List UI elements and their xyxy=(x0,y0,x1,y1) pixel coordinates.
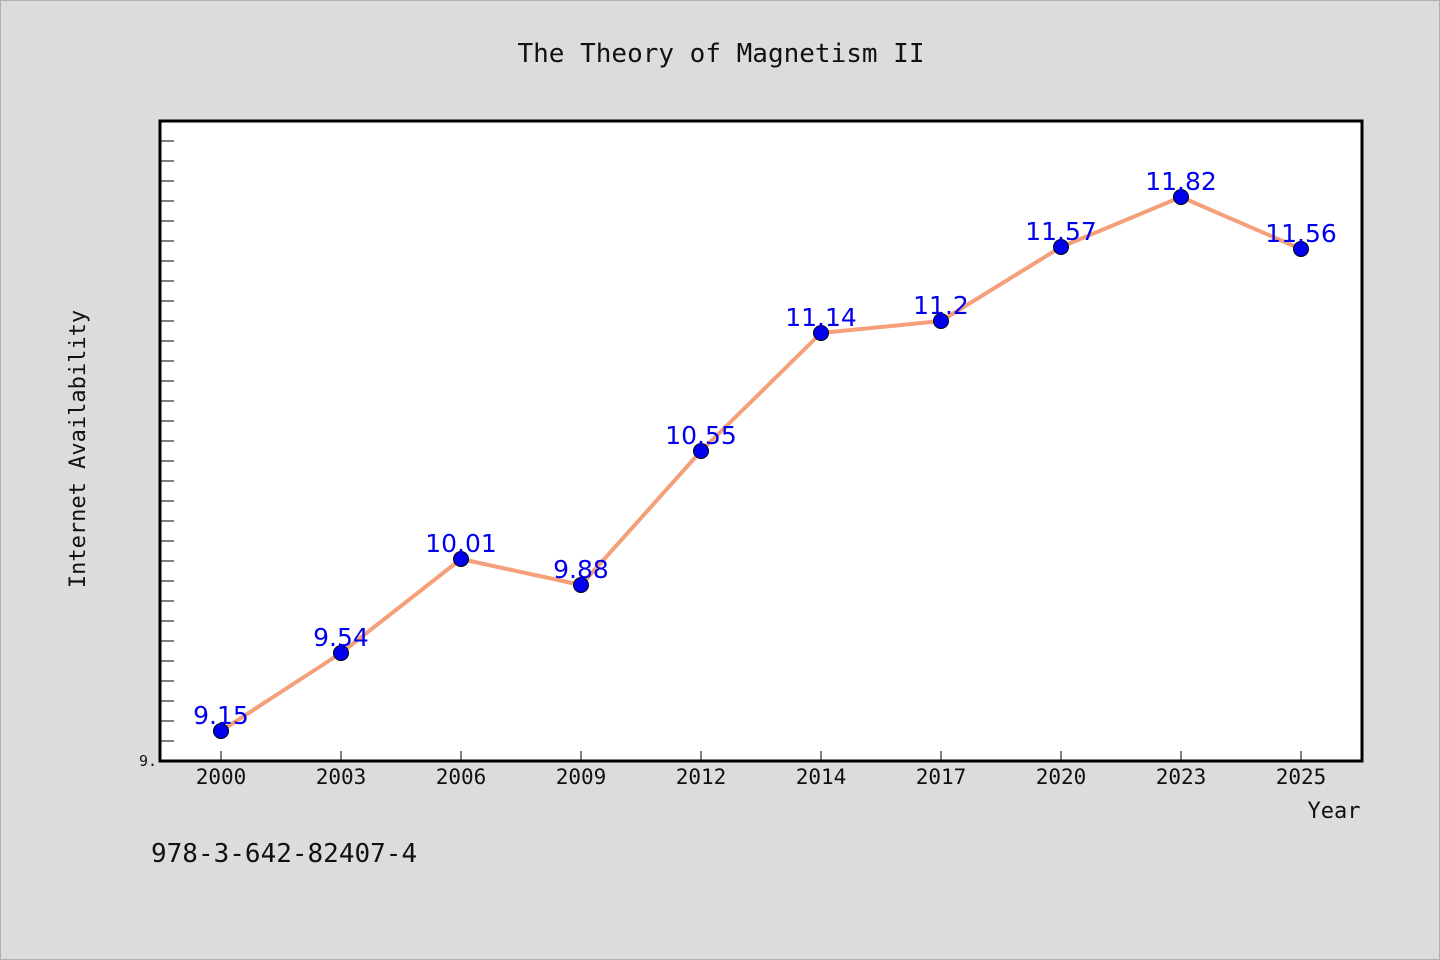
plot-frame xyxy=(158,119,1364,763)
chart-title: The Theory of Magnetism II xyxy=(518,39,925,69)
data-label: 11.2 xyxy=(913,291,969,320)
data-label: 11.14 xyxy=(785,303,857,332)
data-point xyxy=(693,443,709,459)
data-label: 9.15 xyxy=(193,701,249,730)
x-tick-label: 2012 xyxy=(676,765,727,789)
data-label: 11.56 xyxy=(1265,219,1337,248)
data-label: 10.55 xyxy=(665,421,737,450)
data-label: 9.54 xyxy=(313,623,369,652)
axis-ticks xyxy=(160,140,1302,762)
data-label: 11.82 xyxy=(1145,167,1217,196)
plot-area xyxy=(160,121,1362,761)
footer-isbn: 978-3-642-82407-4 xyxy=(151,839,417,869)
x-tick-label: 2000 xyxy=(196,765,247,789)
data-point xyxy=(933,313,949,329)
x-tick-label: 2006 xyxy=(436,765,487,789)
x-tick-label: 2023 xyxy=(1156,765,1207,789)
data-label: 9.88 xyxy=(553,555,609,584)
y-tick-label: 9. xyxy=(139,752,157,770)
data-point xyxy=(333,645,349,661)
data-point xyxy=(1293,241,1309,257)
x-tick-label: 2014 xyxy=(796,765,847,789)
data-point xyxy=(813,325,829,341)
x-tick-label: 2025 xyxy=(1276,765,1327,789)
x-tick-label: 2009 xyxy=(556,765,607,789)
x-tick-label: 2003 xyxy=(316,765,367,789)
x-tick-label: 2017 xyxy=(916,765,967,789)
data-label: 11.57 xyxy=(1025,217,1097,246)
data-point xyxy=(573,577,589,593)
x-tick-labels: 2000 2003 2006 2009 2012 2014 2017 2020 2023 2025 xyxy=(196,765,1327,789)
y-axis-title: Internet Availability xyxy=(66,310,91,588)
data-point xyxy=(453,551,469,567)
data-point xyxy=(1053,239,1069,255)
data-label: 10.01 xyxy=(425,529,497,558)
x-tick-label: 2020 xyxy=(1036,765,1087,789)
data-point xyxy=(213,723,229,739)
series-line-group: 9.15 9.54 10.01 9.88 10.55 11.14 11.2 11.57 11.8… xyxy=(193,167,1337,739)
series-line xyxy=(219,195,1302,733)
data-point xyxy=(1173,189,1189,205)
x-axis-title: Year xyxy=(1308,799,1361,824)
